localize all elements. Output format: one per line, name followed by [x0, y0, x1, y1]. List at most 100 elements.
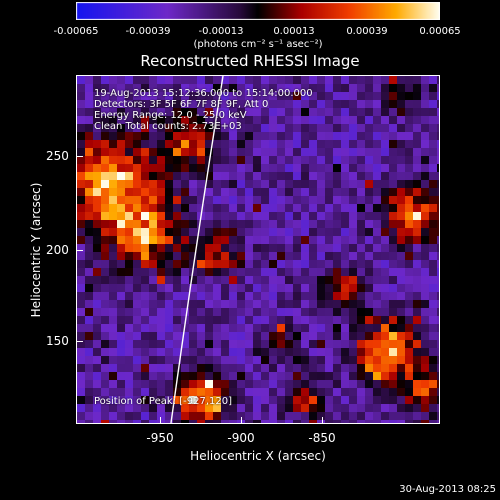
- map-pixel: [253, 204, 261, 212]
- map-pixel: [229, 284, 237, 292]
- map-pixel: [365, 212, 373, 220]
- map-pixel: [133, 180, 141, 188]
- map-pixel: [293, 372, 301, 380]
- map-pixel: [421, 204, 429, 212]
- map-pixel: [325, 92, 333, 100]
- map-pixel: [269, 220, 277, 228]
- map-pixel: [317, 308, 325, 316]
- map-pixel: [125, 124, 133, 132]
- map-pixel: [157, 236, 165, 244]
- map-pixel: [221, 372, 229, 380]
- map-pixel: [429, 132, 437, 140]
- map-pixel: [381, 276, 389, 284]
- map-pixel: [253, 84, 261, 92]
- map-pixel: [189, 196, 197, 204]
- map-pixel: [205, 348, 213, 356]
- map-pixel: [365, 100, 373, 108]
- map-pixel: [125, 348, 133, 356]
- map-pixel: [229, 332, 237, 340]
- map-pixel: [245, 132, 253, 140]
- map-pixel: [429, 244, 437, 252]
- map-pixel: [373, 212, 381, 220]
- map-pixel: [93, 220, 101, 228]
- map-pixel: [181, 388, 189, 396]
- map-pixel: [397, 388, 405, 396]
- map-pixel: [141, 300, 149, 308]
- map-pixel: [229, 212, 237, 220]
- map-pixel: [229, 180, 237, 188]
- map-pixel: [125, 252, 133, 260]
- map-pixel: [165, 276, 173, 284]
- map-pixel: [173, 308, 181, 316]
- map-pixel: [437, 388, 439, 396]
- map-pixel: [173, 396, 181, 404]
- map-pixel: [197, 356, 205, 364]
- map-pixel: [261, 420, 269, 423]
- map-pixel: [149, 284, 157, 292]
- map-pixel: [245, 324, 253, 332]
- map-pixel: [277, 396, 285, 404]
- map-pixel: [205, 332, 213, 340]
- map-pixel: [77, 324, 85, 332]
- map-pixel: [293, 76, 301, 84]
- map-pixel: [309, 300, 317, 308]
- map-pixel: [285, 212, 293, 220]
- map-pixel: [389, 396, 397, 404]
- map-pixel: [221, 316, 229, 324]
- map-pixel: [333, 124, 341, 132]
- map-pixel: [317, 148, 325, 156]
- map-pixel: [181, 188, 189, 196]
- map-pixel: [117, 324, 125, 332]
- map-pixel: [149, 292, 157, 300]
- map-pixel: [405, 92, 413, 100]
- map-pixel: [261, 300, 269, 308]
- map-pixel: [277, 84, 285, 92]
- map-pixel: [189, 116, 197, 124]
- map-pixel: [261, 260, 269, 268]
- map-pixel: [429, 108, 437, 116]
- map-pixel: [149, 148, 157, 156]
- map-pixel: [293, 148, 301, 156]
- map-pixel: [325, 412, 333, 420]
- map-pixel: [325, 84, 333, 92]
- map-pixel: [357, 420, 365, 423]
- map-pixel: [405, 324, 413, 332]
- map-pixel: [413, 316, 421, 324]
- map-pixel: [253, 348, 261, 356]
- map-pixel: [413, 300, 421, 308]
- map-pixel: [437, 324, 439, 332]
- map-pixel: [429, 156, 437, 164]
- map-pixel: [237, 340, 245, 348]
- map-pixel: [349, 348, 357, 356]
- map-pixel: [293, 356, 301, 364]
- map-pixel: [253, 396, 261, 404]
- map-pixel: [157, 388, 165, 396]
- map-pixel: [261, 244, 269, 252]
- map-pixel: [101, 380, 109, 388]
- map-pixel: [197, 172, 205, 180]
- map-pixel: [437, 228, 439, 236]
- map-pixel: [309, 236, 317, 244]
- map-pixel: [165, 180, 173, 188]
- map-pixel: [133, 212, 141, 220]
- map-pixel: [149, 172, 157, 180]
- map-pixel: [309, 292, 317, 300]
- map-pixel: [149, 348, 157, 356]
- map-pixel: [373, 412, 381, 420]
- map-pixel: [77, 268, 85, 276]
- map-pixel: [413, 244, 421, 252]
- map-pixel: [141, 204, 149, 212]
- map-pixel: [181, 100, 189, 108]
- map-pixel: [141, 124, 149, 132]
- map-pixel: [301, 204, 309, 212]
- map-pixel: [333, 356, 341, 364]
- map-pixel: [413, 228, 421, 236]
- map-pixel: [349, 276, 357, 284]
- map-pixel: [189, 308, 197, 316]
- map-pixel: [109, 156, 117, 164]
- map-pixel: [253, 332, 261, 340]
- map-pixel: [389, 316, 397, 324]
- map-pixel: [397, 372, 405, 380]
- map-pixel: [117, 116, 125, 124]
- map-pixel: [245, 228, 253, 236]
